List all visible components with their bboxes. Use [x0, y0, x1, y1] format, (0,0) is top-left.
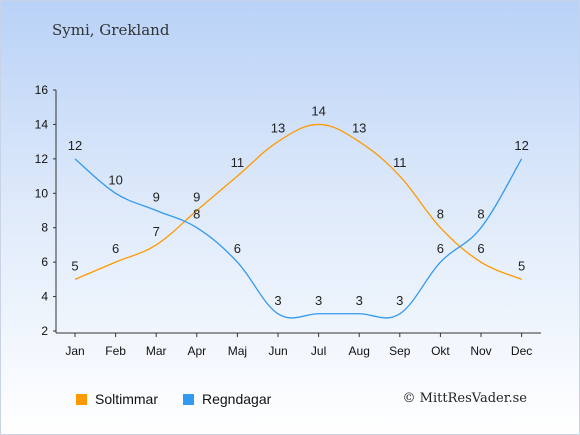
x-tick-label: Maj — [228, 344, 247, 358]
rain-data-label: 3 — [315, 293, 322, 308]
rain-data-label: 9 — [153, 190, 160, 205]
y-tick-label: 14 — [35, 117, 49, 131]
x-tick-label: Feb — [105, 344, 126, 358]
sun-data-label: 11 — [231, 155, 245, 170]
x-tick-label: Jan — [65, 344, 84, 358]
x-tick-label: Dec — [511, 344, 532, 358]
y-tick-label: 10 — [35, 186, 49, 200]
legend-label-sun: Soltimmar — [95, 391, 159, 407]
sun-data-label: 11 — [393, 155, 407, 170]
sun-data-label: 6 — [112, 241, 119, 256]
x-tick-label: Mar — [146, 344, 167, 358]
y-tick-label: 6 — [41, 255, 48, 269]
sun-series-line — [74, 123, 522, 280]
legend-label-rain: Regndagar — [202, 391, 272, 407]
rain-data-label: 10 — [108, 172, 122, 187]
sun-data-label: 14 — [311, 103, 325, 118]
rain-data-label: 3 — [274, 293, 281, 308]
sun-data-label: 13 — [352, 121, 366, 136]
x-tick-label: Nov — [470, 344, 491, 358]
rain-data-label: 8 — [193, 207, 200, 222]
sun-data-label: 5 — [518, 258, 525, 273]
legend-item-rain: Regndagar — [183, 391, 271, 407]
axes: 2 4 6 8 10 12 14 16 Jan Feb Mar Apr Maj Jun Jul Aug Sep O… — [35, 83, 541, 358]
x-tick-label: Okt — [431, 344, 450, 358]
y-tick-label: 8 — [41, 221, 48, 235]
rain-data-label: 6 — [437, 241, 444, 256]
x-tick-label: Apr — [187, 344, 206, 358]
data-labels: 5 6 7 9 11 13 14 13 11 8 6 5 12 10 9 8 6 3 3 3 3 6 8 12 — [68, 103, 529, 307]
series-lines — [74, 123, 523, 319]
rain-data-label: 3 — [396, 293, 403, 308]
rain-data-label: 12 — [514, 138, 528, 153]
legend-item-sun: Soltimmar — [76, 391, 158, 407]
rain-swatch-icon — [183, 393, 194, 405]
x-tick-label: Jul — [311, 344, 326, 358]
sun-swatch-icon — [76, 393, 87, 405]
y-tick-label: 12 — [35, 152, 49, 166]
chart-title: Symi, Grekland — [52, 21, 170, 39]
y-tick-label: 4 — [41, 290, 48, 304]
rain-data-label: 6 — [234, 241, 241, 256]
rain-series-line — [74, 158, 523, 319]
rain-data-label: 12 — [68, 138, 82, 153]
y-tick-label: 16 — [35, 83, 49, 97]
sun-data-label: 5 — [71, 258, 78, 273]
rain-data-label: 3 — [356, 293, 363, 308]
x-tick-label: Aug — [349, 344, 370, 358]
rain-data-label: 8 — [477, 207, 484, 222]
sun-data-label: 9 — [193, 190, 200, 205]
x-tick-label: Jun — [268, 344, 287, 358]
sun-data-label: 6 — [477, 241, 484, 256]
sun-data-label: 7 — [153, 224, 160, 239]
x-tick-label: Sep — [389, 344, 411, 358]
sun-data-label: 13 — [271, 121, 285, 136]
sun-data-label: 8 — [437, 207, 444, 222]
credit-link[interactable]: © MittResVader.se — [402, 391, 527, 406]
y-tick-label: 2 — [41, 324, 48, 338]
